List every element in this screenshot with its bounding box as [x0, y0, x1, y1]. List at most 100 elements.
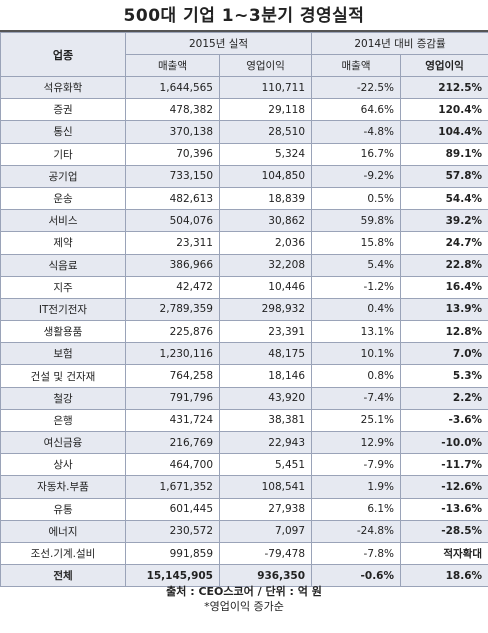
- row-category: 통신: [0, 120, 126, 144]
- row-sales-2015: 42,472: [125, 275, 220, 299]
- row-op-2015: -79,478: [218, 541, 313, 566]
- row-category: 조선.기계.설비: [0, 541, 126, 566]
- row-sales-change: -9.2%: [311, 164, 402, 188]
- row-category: 공기업: [0, 164, 126, 188]
- row-op-change: 22.8%: [400, 253, 488, 277]
- row-op-2015: 27,938: [218, 497, 313, 521]
- row-category: 에너지: [0, 519, 126, 543]
- row-op-2015: 7,097: [218, 519, 313, 543]
- row-sales-change: -22.5%: [311, 75, 402, 100]
- row-op-change: -12.6%: [400, 475, 488, 499]
- row-sales-2015: 991,859: [125, 541, 220, 566]
- row-category: 은행: [0, 408, 126, 433]
- row-sales-2015: 70,396: [125, 142, 220, 166]
- row-sales-2015: 764,258: [125, 364, 220, 388]
- row-op-2015: 23,391: [218, 320, 313, 344]
- row-sales-change: 59.8%: [311, 209, 402, 233]
- row-op-2015: 43,920: [218, 386, 313, 410]
- row-op-2015: 18,839: [218, 186, 313, 211]
- row-sales-change: 15.8%: [311, 231, 402, 255]
- row-category: 기타: [0, 142, 126, 166]
- table-row: 에너지 230,572 7,097 -24.8% -28.5%: [0, 519, 488, 543]
- table-row: 공기업 733,150 104,850 -9.2% 57.8%: [0, 164, 488, 188]
- row-op-change: 57.8%: [400, 164, 488, 188]
- row-sales-2015: 216,769: [125, 430, 220, 455]
- row-sales-change: 12.9%: [311, 430, 402, 455]
- row-category: 유통: [0, 497, 126, 521]
- row-op-2015: 2,036: [218, 231, 313, 255]
- row-op-change: 5.3%: [400, 364, 488, 388]
- row-op-change: 적자확대: [400, 541, 488, 566]
- row-category: 보험: [0, 342, 126, 366]
- row-sales-change: -24.8%: [311, 519, 402, 543]
- table-row: 보험 1,230,116 48,175 10.1% 7.0%: [0, 342, 488, 366]
- row-op-change: 2.2%: [400, 386, 488, 410]
- table-header: 업종 2015년 실적 2014년 대비 증감률 매출액 영업이익 매출액 영업…: [0, 32, 488, 77]
- row-category: 제약: [0, 231, 126, 255]
- table-row: 은행 431,724 38,381 25.1% -3.6%: [0, 408, 488, 433]
- row-op-2015: 38,381: [218, 408, 313, 433]
- row-op-2015: 18,146: [218, 364, 313, 388]
- row-op-change: -11.7%: [400, 453, 488, 477]
- row-sales-2015: 1,230,116: [125, 342, 220, 366]
- row-sales-2015: 791,796: [125, 386, 220, 410]
- table-row: 자동차.부품 1,671,352 108,541 1.9% -12.6%: [0, 475, 488, 499]
- row-sales-change: -1.2%: [311, 275, 402, 299]
- row-op-change: 12.8%: [400, 320, 488, 344]
- row-sales-2015: 478,382: [125, 98, 220, 122]
- row-sales-2015: 464,700: [125, 453, 220, 477]
- row-category: IT전기전자: [0, 297, 126, 322]
- table-row: 운송 482,613 18,839 0.5% 54.4%: [0, 186, 488, 211]
- table-row: 식음료 386,966 32,208 5.4% 22.8%: [0, 253, 488, 277]
- row-sales-2015: 23,311: [125, 231, 220, 255]
- row-category: 식음료: [0, 253, 126, 277]
- page-title: 500대 기업 1~3분기 경영실적: [0, 0, 488, 32]
- row-category: 상사: [0, 453, 126, 477]
- table-row: 지주 42,472 10,446 -1.2% 16.4%: [0, 275, 488, 299]
- row-category: 여신금융: [0, 430, 126, 455]
- table-row: 석유화학 1,644,565 110,711 -22.5% 212.5%: [0, 75, 488, 100]
- row-sales-change: -7.9%: [311, 453, 402, 477]
- row-op-change: 24.7%: [400, 231, 488, 255]
- total-row: 전체 15,145,905 936,350 -0.6% 18.6%: [0, 564, 488, 588]
- row-category: 생활용품: [0, 320, 126, 344]
- table-row: IT전기전자 2,789,359 298,932 0.4% 13.9%: [0, 297, 488, 322]
- row-sales-change: 0.4%: [311, 297, 402, 322]
- table-row: 건설 및 건자재 764,258 18,146 0.8% 5.3%: [0, 364, 488, 388]
- subheader-op-2015: 영업이익: [218, 54, 313, 77]
- row-sales-change: 6.1%: [311, 497, 402, 521]
- row-sales-change: -7.4%: [311, 386, 402, 410]
- row-sales-change: 0.5%: [311, 186, 402, 211]
- row-sales-2015: 601,445: [125, 497, 220, 521]
- row-op-change: 212.5%: [400, 75, 488, 100]
- table-row: 제약 23,311 2,036 15.8% 24.7%: [0, 231, 488, 255]
- row-sales-change: 13.1%: [311, 320, 402, 344]
- row-op-2015: 108,541: [218, 475, 313, 499]
- row-op-change: 120.4%: [400, 98, 488, 122]
- sort-note: *영업이익 증가순: [204, 600, 284, 613]
- row-op-2015: 48,175: [218, 342, 313, 366]
- table-row: 생활용품 225,876 23,391 13.1% 12.8%: [0, 320, 488, 344]
- table-row: 여신금융 216,769 22,943 12.9% -10.0%: [0, 430, 488, 455]
- row-sales-change: 16.7%: [311, 142, 402, 166]
- table-body: 석유화학 1,644,565 110,711 -22.5% 212.5% 증권 478,38…: [0, 75, 488, 588]
- row-op-2015: 29,118: [218, 98, 313, 122]
- row-op-change: -10.0%: [400, 430, 488, 455]
- total-op-change: 18.6%: [400, 564, 488, 588]
- row-op-2015: 110,711: [218, 75, 313, 100]
- row-sales-change: 0.8%: [311, 364, 402, 388]
- results-table: 업종 2015년 실적 2014년 대비 증감률 매출액 영업이익 매출액 영업…: [0, 32, 488, 588]
- row-sales-2015: 386,966: [125, 253, 220, 277]
- row-op-2015: 298,932: [218, 297, 313, 322]
- row-sales-2015: 504,076: [125, 209, 220, 233]
- category-header: 업종: [0, 32, 126, 77]
- table-row: 증권 478,382 29,118 64.6% 120.4%: [0, 98, 488, 122]
- row-sales-2015: 1,671,352: [125, 475, 220, 499]
- row-category: 석유화학: [0, 75, 126, 100]
- row-op-2015: 30,862: [218, 209, 313, 233]
- row-sales-change: 25.1%: [311, 408, 402, 433]
- row-op-change: -28.5%: [400, 519, 488, 543]
- group-header-2015: 2015년 실적: [124, 32, 313, 55]
- row-sales-change: 5.4%: [311, 253, 402, 277]
